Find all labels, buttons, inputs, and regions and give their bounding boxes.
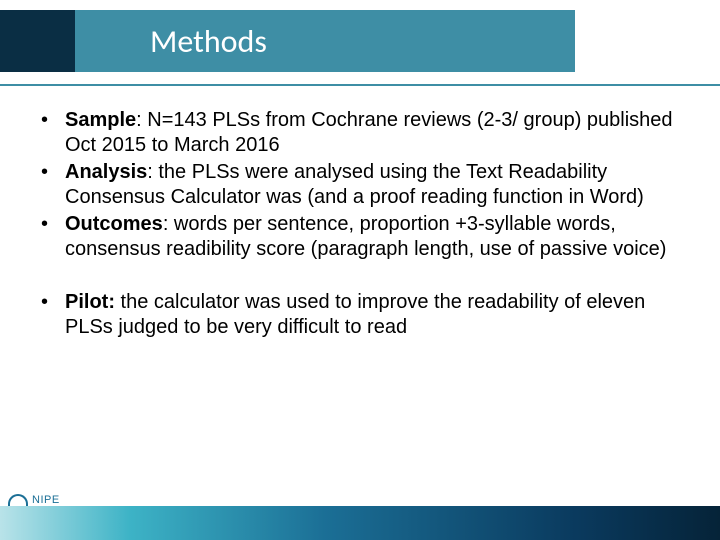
title-dark-strip [0, 10, 75, 72]
spacer [35, 264, 685, 290]
slide: Methods Sample: N=143 PLSs from Cochrane… [0, 0, 720, 540]
bullet-label: Sample [65, 109, 136, 131]
title-band: Methods [75, 10, 575, 72]
logo-arc-icon [8, 494, 28, 506]
bullet-list: Sample: N=143 PLSs from Cochrane reviews… [35, 108, 685, 262]
bullet-label: Pilot: [65, 291, 115, 313]
title-underline [0, 84, 720, 86]
footer-logo-text: NIPE [32, 494, 60, 506]
bullet-list-extra: Pilot: the calculator was used to improv… [35, 290, 685, 340]
bullet-item: Sample: N=143 PLSs from Cochrane reviews… [35, 108, 685, 158]
footer-gradient-bar [0, 506, 720, 540]
bullet-label: Analysis [65, 161, 147, 183]
bullet-label: Outcomes [65, 213, 163, 235]
bullet-text: : the PLSs were analysed using the Text … [65, 161, 644, 208]
bullet-text: the calculator was used to improve the r… [65, 291, 645, 338]
content-area: Sample: N=143 PLSs from Cochrane reviews… [35, 108, 685, 342]
bullet-item: Analysis: the PLSs were analysed using t… [35, 160, 685, 210]
bullet-item: Outcomes: words per sentence, proportion… [35, 212, 685, 262]
bullet-item: Pilot: the calculator was used to improv… [35, 290, 685, 340]
slide-title: Methods [150, 22, 267, 61]
footer-logo: NIPE [8, 494, 60, 506]
bullet-text: : N=143 PLSs from Cochrane reviews (2-3/… [65, 109, 673, 156]
